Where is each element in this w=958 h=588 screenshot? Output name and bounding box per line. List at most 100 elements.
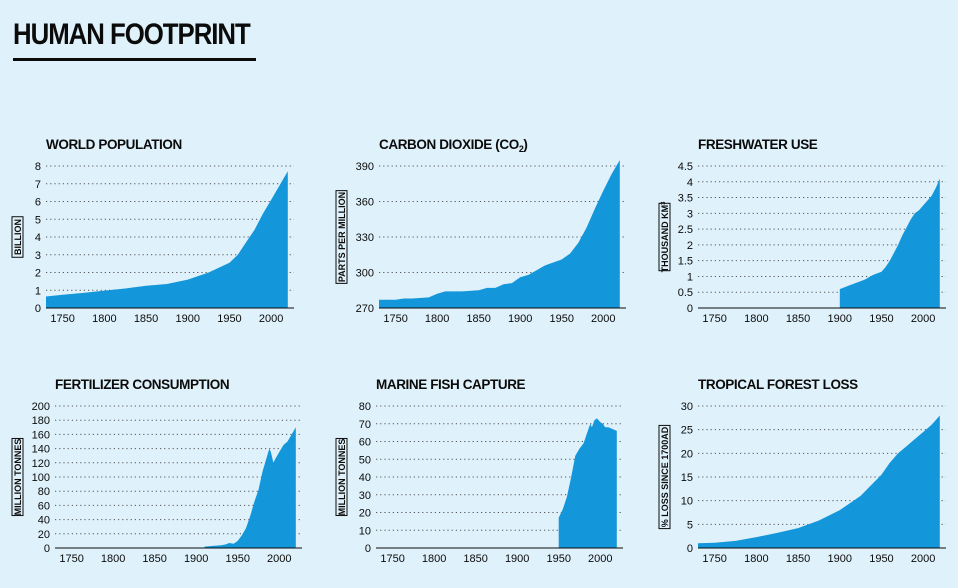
x-tick-label: 1900: [508, 313, 532, 325]
y-tick-label: 30: [681, 401, 693, 413]
x-tick-label: 1750: [59, 553, 83, 565]
chart-panel: 0 10 20 30 40 50 60 70 80 1750 1800 1850 1900 1950 200…: [335, 377, 623, 565]
y-tick-label: 60: [38, 500, 50, 512]
chart-title: TROPICAL FOREST LOSS: [698, 377, 858, 392]
y-tick-label: 40: [38, 515, 50, 527]
y-tick-label: 2: [35, 268, 41, 280]
y-axis-label-box: [335, 190, 348, 284]
y-tick-label: 6: [35, 197, 41, 209]
y-axis-label-text: % LOSS SINCE 1700AD: [660, 426, 670, 527]
y-tick-label: 0: [35, 303, 41, 315]
y-tick-label: 0: [44, 543, 50, 555]
x-tick-label: 1750: [702, 313, 726, 325]
y-tick-label: 160: [32, 429, 50, 441]
x-tick-label: 1800: [744, 553, 768, 565]
title-underline: [13, 58, 256, 61]
x-tick-label: 1750: [702, 553, 726, 565]
x-tick-label: 1800: [422, 553, 446, 565]
x-tick-label: 2000: [259, 313, 283, 325]
area-series: [839, 178, 940, 308]
y-tick-label: 1: [35, 285, 41, 297]
x-tick-label: 1850: [142, 553, 166, 565]
y-tick-label: 120: [32, 458, 50, 470]
y-tick-label: 140: [32, 444, 50, 456]
y-tick-label: 7: [35, 179, 41, 191]
chart-panel: 0 5 10 15 20 25 30 1750 1800 1850 1900 1950 2000 TROP…: [658, 377, 946, 565]
y-tick-label: 8: [35, 161, 41, 173]
y-tick-label: 15: [681, 472, 693, 484]
y-axis-label-text: MILLION TONNES: [13, 439, 23, 516]
x-tick-label: 1900: [176, 313, 200, 325]
y-tick-label: 3: [35, 250, 41, 262]
y-axis-label-text: MILLION TONNES: [337, 439, 347, 516]
y-axis-label: THOUSAND KM3: [658, 201, 671, 273]
y-tick-label: 20: [38, 529, 50, 541]
y-tick-label: 0: [687, 543, 693, 555]
y-tick-label: 80: [38, 486, 50, 498]
x-tick-label: 1850: [466, 313, 490, 325]
x-tick-label: 1800: [425, 313, 449, 325]
y-tick-label: 200: [32, 401, 50, 413]
y-tick-label: 1: [687, 271, 693, 283]
y-tick-label: 1.5: [678, 256, 693, 268]
y-axis-label: MILLION TONNES: [11, 437, 24, 517]
chart-panel: 0 0.5 1 1.5 2 2.5 3 3.5 4 4.5 1750 1800 1850 1900 1950…: [658, 137, 946, 325]
x-tick-label: 1950: [869, 553, 893, 565]
chart-title: WORLD POPULATION: [46, 137, 182, 152]
y-tick-label: 20: [359, 508, 371, 520]
y-tick-label: 40: [359, 472, 371, 484]
y-tick-label: 10: [359, 525, 371, 537]
x-tick-label: 1950: [549, 313, 573, 325]
chart-panel: 0 1 2 3 4 5 6 7 8 1750 1800 1850 1900 1950 2000 WORLD P…: [11, 137, 294, 325]
x-tick-label: 1800: [92, 313, 116, 325]
y-axis-label: % LOSS SINCE 1700AD: [658, 424, 671, 530]
x-tick-label: 1750: [380, 553, 404, 565]
y-axis-label: PARTS PER MILLION: [335, 190, 348, 284]
y-tick-label: 70: [359, 419, 371, 431]
y-tick-label: 5: [687, 519, 693, 531]
x-tick-label: 1850: [786, 553, 810, 565]
y-axis-label-box: [335, 437, 348, 517]
y-axis-label-box: [658, 424, 671, 530]
x-tick-label: 1900: [505, 553, 529, 565]
y-tick-label: 360: [356, 197, 374, 209]
y-tick-label: 25: [681, 425, 693, 437]
x-tick-label: 1850: [134, 313, 158, 325]
y-tick-label: 4.5: [678, 161, 693, 173]
y-tick-label: 4: [687, 177, 693, 189]
x-tick-label: 1800: [101, 553, 125, 565]
y-tick-label: 5: [35, 214, 41, 226]
chart-title: FERTILIZER CONSUMPTION: [55, 377, 229, 392]
y-tick-label: 10: [681, 496, 693, 508]
y-axis-label: MILLION TONNES: [335, 437, 348, 517]
y-tick-label: 300: [356, 268, 374, 280]
y-tick-label: 390: [356, 161, 374, 173]
x-tick-label: 1950: [217, 313, 241, 325]
chart-panel: 270 300 330 360 390 1750 1800 1850 1900 1950 2000 C…: [335, 137, 626, 325]
y-tick-label: 0: [365, 543, 371, 555]
y-axis-label-text: BILLION: [13, 219, 23, 255]
y-tick-label: 80: [359, 401, 371, 413]
y-tick-label: 3.5: [678, 193, 693, 205]
y-axis-label-text: THOUSAND KM3: [660, 201, 670, 273]
x-tick-label: 1950: [546, 553, 570, 565]
area-series: [558, 418, 617, 548]
area-series: [698, 415, 940, 548]
y-tick-label: 60: [359, 437, 371, 449]
y-tick-label: 3: [687, 208, 693, 220]
y-tick-label: 270: [356, 303, 374, 315]
x-tick-label: 1750: [50, 313, 74, 325]
chart-title: MARINE FISH CAPTURE: [376, 377, 526, 392]
y-axis-label: BILLION: [11, 216, 24, 258]
chart-title: FRESHWATER USE: [698, 137, 818, 152]
y-tick-label: 20: [681, 448, 693, 460]
x-tick-label: 1900: [828, 313, 852, 325]
y-axis-label-box: [11, 216, 24, 258]
y-axis-label-box: [658, 202, 671, 272]
x-tick-label: 1850: [463, 553, 487, 565]
y-tick-label: 30: [359, 490, 371, 502]
y-tick-label: 0: [687, 303, 693, 315]
x-tick-label: 1750: [383, 313, 407, 325]
x-tick-label: 1900: [828, 553, 852, 565]
